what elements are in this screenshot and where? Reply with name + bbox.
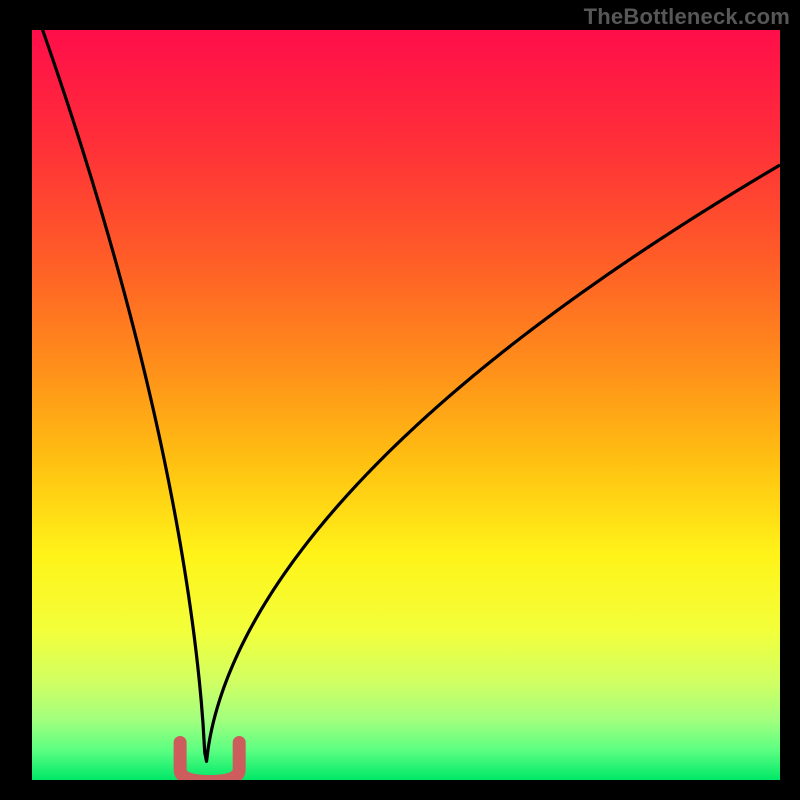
chart-container: TheBottleneck.com [0,0,800,800]
gradient-background [32,30,780,780]
bottleneck-chart [0,0,800,800]
